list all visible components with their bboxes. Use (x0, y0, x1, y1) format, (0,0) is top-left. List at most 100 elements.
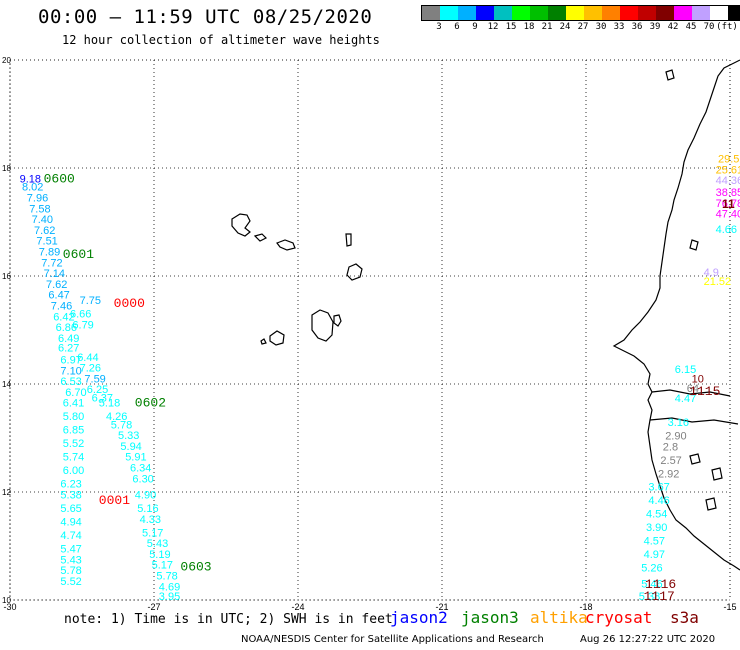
wave-height-label: 5.17 (152, 560, 173, 572)
legend-label: 39 (649, 22, 661, 32)
wave-height-label: 2.57 (660, 455, 681, 467)
satellite-label-s3a: s3a (670, 608, 699, 627)
legend-swatch (566, 6, 584, 20)
island-bijagos-3 (705, 497, 717, 511)
wave-height-label: 7.62 (34, 225, 55, 237)
longitude-tick-label: -24 (291, 602, 304, 612)
legend-swatch (620, 6, 638, 20)
legend-label: 6 (454, 22, 460, 32)
wave-height-label: 5.46 (641, 579, 662, 591)
legend-label: 3 (436, 22, 442, 32)
legend-label: 70 (703, 22, 715, 32)
wave-height-label: 5.43 (147, 538, 168, 550)
wave-height-label: 44.36 (716, 175, 740, 187)
satellite-label-cryosat: cryosat (585, 608, 653, 627)
legend-swatch (512, 6, 530, 20)
longitude-tick-label: -18 (579, 602, 592, 612)
latitude-tick-label: 20 (2, 56, 11, 65)
wave-height-label: 6.27 (58, 343, 79, 355)
latitude-tick-label: 14 (2, 380, 11, 389)
wave-height-label: 6.70 (65, 387, 86, 399)
wave-height-label: 4.74 (60, 530, 81, 542)
wave-height-label: 2.90 (665, 431, 686, 443)
wave-height-label: 5.38 (60, 489, 81, 501)
wave-height-label: 6.23 (60, 479, 81, 491)
africa-coastline (612, 59, 740, 571)
longitude-tick-label: -21 (435, 602, 448, 612)
wave-height-label: 6.86 (56, 322, 77, 334)
wave-height-label: 5.17 (142, 527, 163, 539)
credit-line: NOAA/NESDIS Center for Satellite Applica… (241, 634, 544, 645)
island-santiago (311, 309, 334, 342)
casamance-river (649, 417, 739, 425)
wave-height-label: 5.52 (60, 576, 81, 588)
wave-height-label: 7.26 (80, 363, 101, 375)
legend-label: 21 (541, 22, 553, 32)
wave-height-label: 5.26 (641, 562, 662, 574)
wave-height-label: 6.34 (130, 462, 151, 474)
legend-swatch (602, 6, 620, 20)
island-sal (345, 233, 352, 247)
legend-swatch (692, 6, 710, 20)
wave-height-label: 4.90 (135, 489, 156, 501)
satellite-label-altika: altika (530, 608, 588, 627)
wave-height-label: 7.10 (60, 365, 81, 377)
island-bijagos-5 (711, 467, 723, 481)
pass-time-label: 0603 (180, 559, 211, 574)
island-maio (333, 314, 342, 327)
legend-label: 15 (505, 22, 517, 32)
wave-height-label: 4.66 (716, 224, 737, 236)
wave-height-label: 5.94 (120, 441, 141, 453)
map-frame (9, 59, 731, 601)
wave-height-label: 3.90 (646, 522, 667, 534)
wave-height-label: 4.9 (704, 267, 719, 279)
island-bijagos-4 (689, 453, 701, 465)
legend-label: 12 (487, 22, 499, 32)
gambia-river (651, 389, 731, 397)
satellite-label-jason3: jason3 (461, 608, 519, 627)
clipped-pass-label: 11 (722, 197, 735, 211)
legend-swatch (548, 6, 566, 20)
wave-height-label: 7.89 (39, 246, 60, 258)
wave-height-label: 6.79 (72, 319, 93, 331)
wave-height-label: 8.02 (22, 182, 43, 194)
wave-height-label: 5.33 (118, 430, 139, 442)
wave-height-label: 6.97 (60, 354, 81, 366)
wave-height-label: 3.16 (668, 417, 689, 429)
legend-swatch (422, 6, 440, 20)
legend-label: 30 (595, 22, 607, 32)
wave-height-label: 7.62 (46, 279, 67, 291)
wave-height-label: 7.58 (29, 203, 50, 215)
wave-height-label: 25.61 (716, 164, 740, 176)
wave-height-label: 7.14 (44, 268, 65, 280)
legend-swatch (638, 6, 656, 20)
wave-height-label: 76.78 (716, 198, 740, 210)
wave-height-label: 3.95 (159, 591, 180, 603)
island-santa-luzia (276, 239, 296, 251)
wave-height-label: 7.46 (51, 300, 72, 312)
wave-height-label: 6.85 (63, 425, 84, 437)
pass-time-label: 0602 (135, 396, 166, 411)
page-title: 00:00 – 11:59 UTC 08/25/2020 (38, 6, 373, 28)
legend-labels: 3 6 9 12 15 18 21 24 27 30 33 36 39 42 45 70 (ft) (421, 22, 740, 34)
pass-time-label: 0000 (114, 296, 145, 311)
wave-height-label: 5.18 (99, 398, 120, 410)
legend-label: 24 (559, 22, 571, 32)
pass-time-label: 1117 (644, 589, 675, 604)
legend-label: 27 (577, 22, 589, 32)
wave-height-label: 3.67 (648, 481, 669, 493)
legend-label: 18 (523, 22, 535, 32)
wave-height-label: 4.94 (60, 516, 81, 528)
wave-height-label: 4.57 (644, 535, 665, 547)
latitude-tick-label: 16 (2, 272, 11, 281)
wave-height-label: 6.47 (48, 290, 69, 302)
legend-label: 36 (631, 22, 643, 32)
wave-height-label: 38.85 (716, 187, 740, 199)
wave-height-label: 6.25 (87, 384, 108, 396)
wave-height-label: 5.65 (60, 503, 81, 515)
island-sao-vicente (253, 233, 268, 242)
legend-swatch (674, 6, 692, 20)
wave-height-label: 5.74 (63, 452, 84, 464)
